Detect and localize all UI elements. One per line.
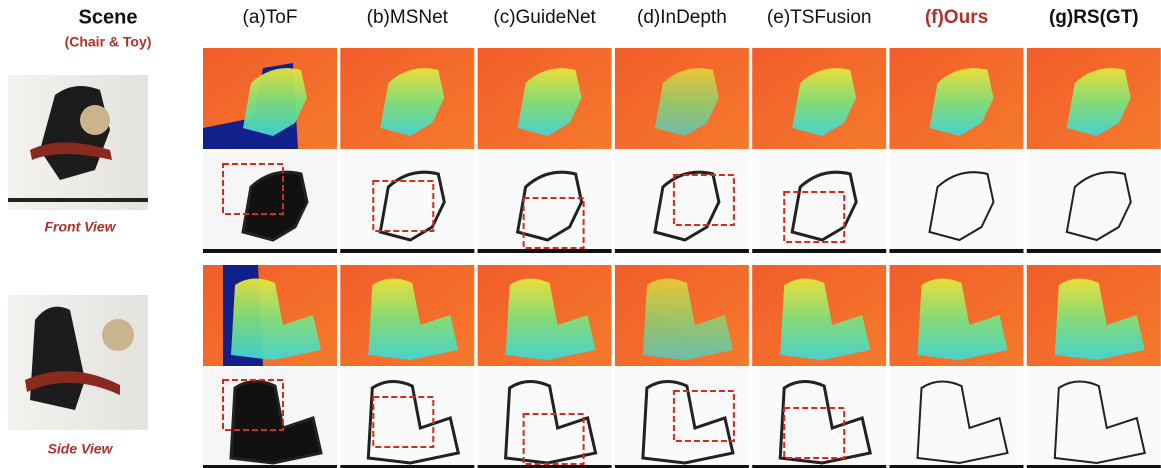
view-label: Front View [44,219,116,235]
scene-title: Scene [79,6,138,28]
edge-map [1027,152,1161,253]
column-header: (e)TSFusion [767,7,872,28]
background [890,152,1024,253]
depth-map [752,265,886,366]
column-header: (a)ToF [243,7,298,28]
edge-map [615,152,749,253]
edge-map [478,368,612,468]
column-header: (g)RS(GT) [1049,7,1139,28]
edge-map [478,152,612,253]
column-header: (c)GuideNet [493,7,596,28]
depth-map [1027,265,1161,366]
scene-photo [8,75,148,210]
depth-map [1027,48,1161,149]
edge-map [1027,368,1161,468]
floor [1027,249,1161,253]
depth-map [340,48,474,149]
floor [752,249,886,253]
depth-map [203,48,337,149]
view-label: Side View [48,441,114,457]
column-header: (f)Ours [925,7,988,28]
floor [340,249,474,253]
depth-map [615,48,749,149]
depth-map [203,265,337,366]
edge-map [203,368,337,468]
edge-map [890,152,1024,253]
edge-map [752,152,886,253]
depth-map [890,265,1024,366]
depth-map [752,48,886,149]
background [1027,152,1161,253]
columns: (a)ToF (b)MSNet (c)GuideNet (d)InDepth (e)TS… [203,7,1161,468]
scene-photo [8,295,148,430]
floor [478,249,612,253]
figure: Scene (Chair & Toy) Front View Side View… [0,0,1161,468]
depth-map [478,265,612,366]
floor [615,249,749,253]
edge-map [890,368,1024,468]
depth-map [340,265,474,366]
depth-map [478,48,612,149]
depth-map [615,265,749,366]
edge-map [340,368,474,468]
column-header: (d)InDepth [637,7,727,28]
floor [890,249,1024,253]
edge-map [615,368,749,468]
scene-subtitle: (Chair & Toy) [65,34,152,50]
edge-map [203,152,337,253]
column-header: (b)MSNet [367,7,449,28]
depth-map [890,48,1024,149]
floor [203,249,337,253]
edge-map [752,368,886,468]
edge-map [340,152,474,253]
